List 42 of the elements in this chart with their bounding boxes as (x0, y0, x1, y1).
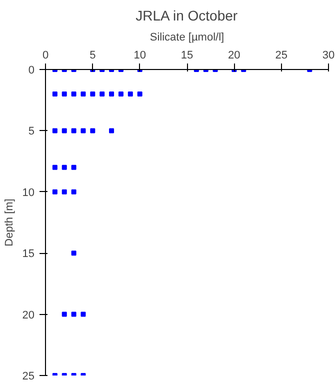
y-tick-label: 5 (28, 126, 35, 138)
x-tick-label: 5 (90, 50, 96, 62)
point (52, 128, 58, 134)
chart-title: JRLA in October (136, 8, 238, 24)
point (52, 189, 58, 194)
x-axis-title: Silicate [µmol/l] (150, 32, 224, 44)
point (80, 312, 86, 317)
point (52, 91, 58, 96)
x-tick-label: 25 (275, 50, 288, 62)
point (90, 91, 96, 96)
point (109, 91, 114, 96)
y-tick-label: 0 (28, 64, 35, 76)
x-tick-label: 10 (134, 50, 146, 62)
point (128, 91, 133, 96)
x-tick-label: 20 (228, 50, 240, 62)
point (62, 164, 67, 170)
y-tick-label: 10 (22, 186, 35, 199)
point (62, 91, 67, 96)
point (71, 189, 76, 194)
x-tick-label: 30 (322, 50, 335, 62)
point (71, 91, 76, 96)
point (80, 128, 86, 134)
point (137, 91, 142, 96)
x-tick-label: 0 (42, 50, 49, 62)
point (62, 312, 67, 317)
point (90, 128, 96, 134)
point (100, 91, 105, 96)
y-tick-label: 25 (22, 370, 35, 382)
point (62, 128, 67, 134)
y-axis-title: Depth [m] (3, 198, 16, 246)
point (118, 91, 124, 96)
point (71, 164, 76, 170)
point (80, 91, 86, 96)
point (62, 189, 67, 194)
point (71, 250, 76, 256)
y-tick-label: 20 (22, 309, 35, 322)
point (71, 312, 76, 317)
x-tick-label: 15 (180, 50, 194, 62)
point (109, 128, 114, 134)
y-tick-label: 15 (22, 248, 35, 260)
point (52, 164, 58, 170)
point (71, 128, 76, 134)
